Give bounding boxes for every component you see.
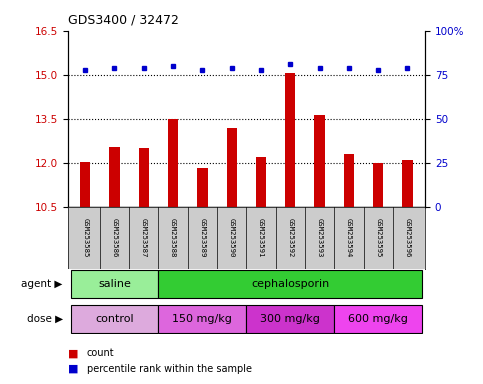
Bar [158, 305, 246, 333]
Bar [168, 119, 178, 207]
Text: GSM253595: GSM253595 [375, 218, 381, 258]
Bar [373, 163, 384, 207]
Text: GSM253594: GSM253594 [346, 218, 352, 258]
Bar [71, 270, 158, 298]
Text: GSM253593: GSM253593 [316, 218, 323, 258]
Bar [109, 147, 120, 207]
Text: 600 mg/kg: 600 mg/kg [348, 314, 408, 324]
Bar [285, 73, 296, 207]
Text: saline: saline [98, 279, 131, 289]
Bar [71, 305, 158, 333]
Text: GSM253596: GSM253596 [404, 218, 411, 258]
Text: percentile rank within the sample: percentile rank within the sample [87, 364, 252, 374]
Text: GSM253585: GSM253585 [82, 218, 88, 258]
Bar [402, 160, 412, 207]
Text: GSM253591: GSM253591 [258, 218, 264, 258]
Bar [246, 305, 334, 333]
Text: 300 mg/kg: 300 mg/kg [260, 314, 320, 324]
Text: dose ▶: dose ▶ [27, 314, 63, 324]
Text: GSM253588: GSM253588 [170, 218, 176, 258]
Text: 150 mg/kg: 150 mg/kg [172, 314, 232, 324]
Text: count: count [87, 348, 114, 358]
Text: ■: ■ [68, 348, 78, 358]
Text: GSM253587: GSM253587 [141, 218, 147, 258]
Text: GSM253590: GSM253590 [228, 218, 235, 258]
Bar [314, 114, 325, 207]
Bar [256, 157, 266, 207]
Text: control: control [95, 314, 134, 324]
Bar [197, 167, 208, 207]
Bar [344, 154, 354, 207]
Text: GSM253589: GSM253589 [199, 218, 205, 258]
Text: agent ▶: agent ▶ [21, 279, 63, 289]
Bar [334, 305, 422, 333]
Text: cephalosporin: cephalosporin [251, 279, 329, 289]
Bar [227, 128, 237, 207]
Text: GSM253586: GSM253586 [112, 218, 117, 258]
Bar [80, 162, 90, 207]
Text: ■: ■ [68, 364, 78, 374]
Bar [158, 270, 422, 298]
Bar [139, 149, 149, 207]
Text: GSM253592: GSM253592 [287, 218, 293, 258]
Text: GDS3400 / 32472: GDS3400 / 32472 [68, 14, 179, 27]
